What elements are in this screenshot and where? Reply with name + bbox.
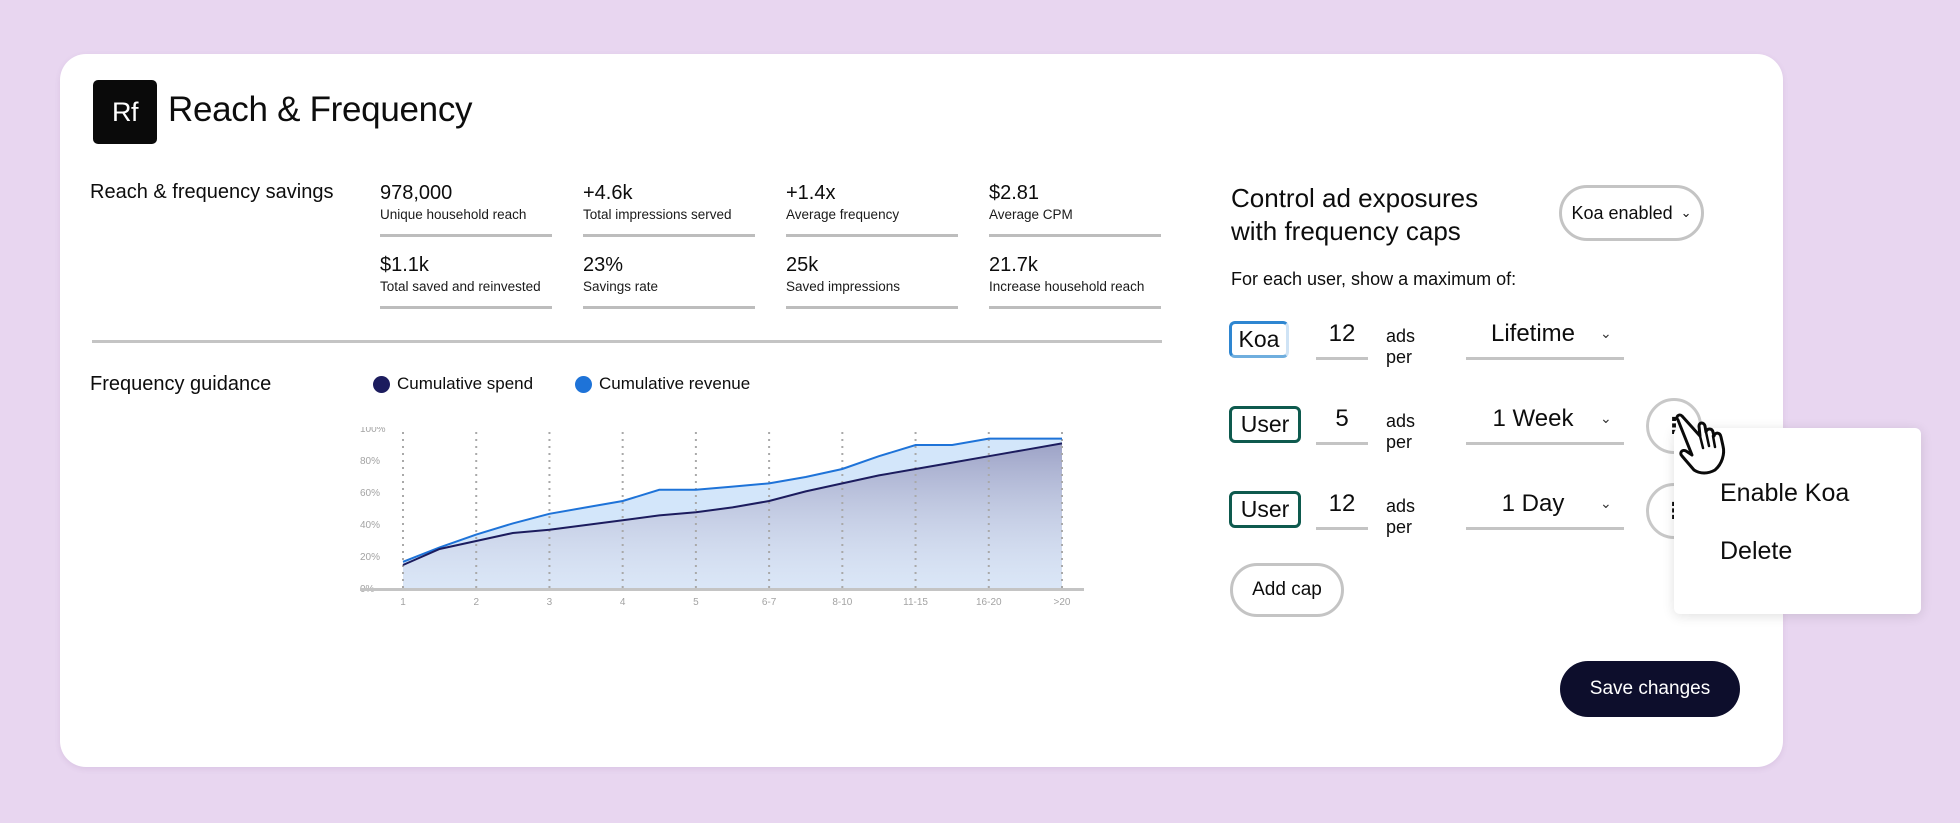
hand-pointer-icon (1675, 413, 1726, 475)
x-tick-label: 1 (400, 597, 406, 608)
x-tick-label: 11-15 (903, 597, 928, 608)
metric-item: $1.1k Total saved and reinvested (380, 253, 552, 309)
caps-title-line: Control ad exposures (1231, 183, 1479, 213)
cap-count-input[interactable]: 12 (1316, 480, 1368, 530)
metric-label: Savings rate (583, 279, 659, 294)
metric-item: 21.7k Increase household reach (989, 253, 1161, 309)
y-tick-label: 40% (360, 520, 380, 531)
x-tick-label: 4 (620, 597, 626, 608)
metric-label: Increase household reach (989, 279, 1145, 294)
x-tick-label: 2 (473, 597, 479, 608)
menu-item-delete[interactable]: Delete (1720, 537, 1793, 565)
ads-per-label: ads per (1386, 496, 1416, 537)
metric-label: Saved impressions (786, 279, 901, 294)
metric-value: 25k (786, 254, 819, 276)
y-tick-label: 100% (360, 427, 386, 435)
legend-label: Cumulative revenue (599, 374, 751, 393)
chevron-down-icon: ⌄ (1600, 410, 1612, 426)
metric-label: Total saved and reinvested (380, 279, 541, 294)
metric-item: +1.4x Average frequency (786, 181, 958, 237)
page-title: Reach & Frequency (168, 90, 473, 129)
metric-value: 23% (583, 254, 624, 276)
cap-period-select[interactable]: 1 Day ⌄ (1466, 480, 1624, 530)
x-tick-label: >20 (1054, 597, 1071, 608)
ads-per-label: ads per (1386, 326, 1416, 367)
y-tick-label: 60% (360, 488, 380, 499)
ads-per-label: ads per (1386, 411, 1416, 452)
chevron-down-icon: ⌄ (1600, 325, 1612, 341)
legend-swatch (575, 375, 592, 393)
cap-tag-user[interactable]: User (1229, 406, 1301, 443)
cap-tag-koa[interactable]: Koa (1229, 321, 1289, 358)
x-tick-label: 5 (693, 597, 699, 608)
cap-tag-user[interactable]: User (1229, 491, 1301, 528)
koa-enabled-label: Koa enabled (1571, 202, 1673, 223)
cap-count-input[interactable]: 12 (1316, 310, 1368, 360)
metric-item: 978,000 Unique household reach (380, 181, 552, 237)
koa-enabled-dropdown[interactable]: Koa enabled ⌄ (1559, 185, 1704, 241)
reach-frequency-card: Rf Reach & Frequency Reach & frequency s… (60, 54, 1783, 767)
chevron-down-icon: ⌄ (1680, 205, 1692, 220)
menu-item-enable-koa[interactable]: Enable Koa (1720, 479, 1850, 507)
x-tick-label: 6-7 (762, 597, 777, 608)
metric-label: Average frequency (786, 207, 900, 222)
revenue-line (402, 437, 1062, 563)
cap-period-value: 1 Week (1492, 404, 1574, 432)
metric-value: $1.1k (380, 254, 429, 276)
metric-value: $2.81 (989, 182, 1040, 204)
metric-label: Unique household reach (380, 207, 527, 222)
metric-item: 25k Saved impressions (786, 253, 958, 309)
y-tick-label: 20% (360, 552, 380, 563)
metric-value: 21.7k (989, 254, 1038, 276)
metric-item: +4.6k Total impressions served (583, 181, 755, 237)
metric-label: Total impressions served (583, 207, 732, 222)
frequency-chart: 0%20%40%60%80%100%123456-78-1011-1516-20… (360, 427, 1084, 608)
metric-value: 978,000 (380, 182, 453, 204)
cap-period-select[interactable]: 1 Week ⌄ (1466, 395, 1624, 445)
legend-swatch (373, 375, 390, 393)
legend-label: Cumulative spend (397, 374, 534, 393)
cap-period-select[interactable]: Lifetime ⌄ (1466, 310, 1624, 360)
caps-title: Control ad exposures with frequency caps (1231, 182, 1478, 248)
app-logo: Rf (93, 80, 157, 144)
savings-label: Reach & frequency savings (90, 181, 334, 203)
save-changes-button[interactable]: Save changes (1560, 661, 1740, 717)
legend-item: Cumulative spend (373, 374, 533, 394)
legend-item: Cumulative revenue (575, 374, 750, 394)
cap-period-value: 1 Day (1501, 489, 1565, 517)
metric-item: 23% Savings rate (583, 253, 755, 309)
metric-value: +1.4x (786, 182, 836, 204)
section-divider (92, 340, 1162, 343)
guidance-label: Frequency guidance (90, 373, 272, 395)
y-tick-label: 80% (360, 456, 380, 467)
metric-value: +4.6k (583, 182, 633, 204)
caps-instruction: For each user, show a maximum of: (1231, 269, 1517, 289)
x-tick-label: 3 (547, 597, 553, 608)
chevron-down-icon: ⌄ (1600, 495, 1612, 511)
cap-count-input[interactable]: 5 (1316, 395, 1368, 445)
x-tick-label: 16-20 (976, 597, 1002, 608)
x-tick-label: 8-10 (832, 597, 852, 608)
spend-line (402, 442, 1063, 566)
metric-label: Average CPM (989, 207, 1073, 222)
spend-area (403, 443, 1062, 589)
caps-title-line: with frequency caps (1231, 216, 1461, 246)
metric-item: $2.81 Average CPM (989, 181, 1161, 237)
cap-period-value: Lifetime (1490, 319, 1576, 347)
add-cap-button[interactable]: Add cap (1230, 563, 1344, 617)
